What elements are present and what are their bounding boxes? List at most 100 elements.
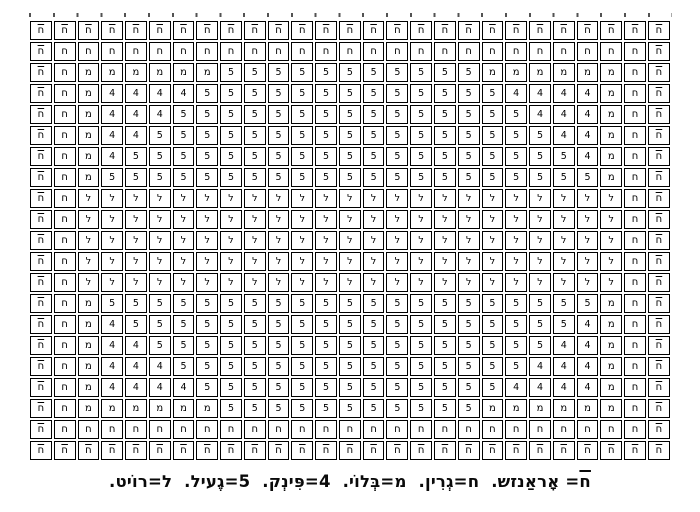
cell-symbol-het-rafe: ח bbox=[108, 444, 116, 456]
grid-cell-het-rafe: ח bbox=[647, 252, 670, 271]
cell-symbol-mem: מ bbox=[85, 171, 92, 183]
grid-cell-lamed: ל bbox=[148, 189, 171, 208]
cell-symbol-het-rafe: ח bbox=[655, 150, 663, 162]
grid-cell-digit-5: 5 bbox=[481, 105, 504, 124]
cell-symbol-lamed: ל bbox=[157, 192, 163, 204]
cell-symbol-lamed: ל bbox=[157, 276, 163, 288]
grid-cell-het: ח bbox=[53, 252, 76, 271]
grid-cell-mem: מ bbox=[77, 147, 100, 166]
cell-symbol-het-rafe: ח bbox=[203, 444, 211, 456]
grid-cell-het-rafe: ח bbox=[529, 21, 551, 40]
cell-symbol-het: ח bbox=[61, 213, 68, 225]
grid-cell-digit-5: 5 bbox=[434, 168, 456, 187]
grid-cell-het-rafe: ח bbox=[30, 441, 52, 460]
grid-cell-het: ח bbox=[53, 147, 76, 166]
grid-cell-het-rafe: ח bbox=[30, 357, 52, 376]
cell-symbol-het-rafe: ח bbox=[631, 24, 639, 36]
cell-symbol-digit-4: 4 bbox=[560, 87, 567, 99]
grid-cell-digit-5: 5 bbox=[481, 378, 504, 397]
cell-symbol-lamed: ל bbox=[465, 276, 472, 288]
grid-cell-het: ח bbox=[291, 42, 314, 61]
grid-cell-digit-5: 5 bbox=[338, 399, 361, 418]
grid-cell-digit-5: 5 bbox=[457, 315, 480, 334]
grid-cell-mem: מ bbox=[77, 63, 100, 82]
cell-symbol-mem: מ bbox=[607, 339, 615, 351]
grid-cell-digit-5: 5 bbox=[196, 84, 219, 103]
cell-symbol-digit-4: 4 bbox=[132, 87, 139, 99]
cell-symbol-digit-5: 5 bbox=[251, 66, 258, 78]
grid-cell-het-rafe: ח bbox=[220, 441, 242, 460]
grid-cell-het: ח bbox=[624, 210, 646, 229]
cell-symbol-het-rafe: ח bbox=[655, 297, 663, 309]
cell-symbol-digit-5: 5 bbox=[299, 150, 306, 162]
cell-symbol-mem: מ bbox=[489, 66, 496, 78]
grid-cell-digit-5: 5 bbox=[434, 315, 456, 334]
cell-symbol-digit-5: 5 bbox=[394, 360, 401, 372]
cell-symbol-digit-5: 5 bbox=[465, 150, 472, 162]
grid-cell-digit-5: 5 bbox=[243, 336, 266, 355]
cell-symbol-digit-4: 4 bbox=[109, 87, 116, 99]
grid-cell-het: ח bbox=[505, 420, 528, 439]
grid-cell-digit-5: 5 bbox=[362, 126, 385, 145]
cell-symbol-mem: מ bbox=[85, 381, 92, 393]
cell-symbol-digit-5: 5 bbox=[323, 381, 330, 393]
grid-cell-lamed: ל bbox=[552, 189, 575, 208]
grid-cell-digit-4: 4 bbox=[125, 357, 147, 376]
cell-symbol-digit-5: 5 bbox=[180, 108, 187, 120]
cell-symbol-het: ח bbox=[631, 423, 639, 435]
cell-symbol-digit-5: 5 bbox=[370, 381, 377, 393]
cell-symbol-mem: מ bbox=[584, 402, 591, 414]
grid-cell-digit-4: 4 bbox=[148, 84, 171, 103]
cell-symbol-digit-5: 5 bbox=[180, 129, 187, 141]
cell-symbol-digit-5: 5 bbox=[323, 318, 330, 330]
grid-cell-digit-5: 5 bbox=[291, 315, 314, 334]
grid-cell-digit-5: 5 bbox=[172, 315, 195, 334]
grid-cell-digit-5: 5 bbox=[125, 147, 147, 166]
grid-cell-het-rafe: ח bbox=[148, 441, 171, 460]
grid-cell-digit-4: 4 bbox=[552, 126, 575, 145]
cell-symbol-het-rafe: ח bbox=[655, 192, 663, 204]
grid-cell-lamed: ל bbox=[220, 189, 242, 208]
cell-symbol-het-rafe: ח bbox=[370, 444, 377, 456]
grid-cell-mem: מ bbox=[101, 399, 124, 418]
grid-cell-het-rafe: ח bbox=[30, 273, 52, 292]
grid-cell-digit-5: 5 bbox=[220, 294, 242, 313]
cell-symbol-digit-5: 5 bbox=[204, 339, 211, 351]
grid-cell-digit-4: 4 bbox=[552, 357, 575, 376]
cell-symbol-digit-5: 5 bbox=[275, 339, 282, 351]
grid-cell-het: ח bbox=[53, 399, 76, 418]
cell-symbol-lamed: ל bbox=[275, 234, 282, 246]
grid-cell-mem: מ bbox=[600, 63, 623, 82]
grid-cell-lamed: ל bbox=[505, 231, 528, 250]
cell-symbol-het-rafe: ח bbox=[655, 87, 663, 99]
grid-cell-digit-4: 4 bbox=[101, 336, 124, 355]
grid-cell-digit-5: 5 bbox=[410, 399, 433, 418]
grid-cell-lamed: ל bbox=[291, 273, 314, 292]
grid-cell-het: ח bbox=[53, 105, 76, 124]
cell-symbol-mem: מ bbox=[108, 402, 116, 414]
grid-cell-digit-5: 5 bbox=[552, 294, 575, 313]
cell-symbol-digit-5: 5 bbox=[560, 318, 567, 330]
grid-cell-het: ח bbox=[624, 252, 646, 271]
symbol-het: ח bbox=[467, 472, 480, 491]
grid-cell-het-rafe: ח bbox=[30, 420, 52, 439]
grid-cell-lamed: ל bbox=[315, 210, 337, 229]
cell-symbol-digit-5: 5 bbox=[346, 381, 353, 393]
cell-symbol-het-rafe: ח bbox=[631, 444, 639, 456]
cell-symbol-het: ח bbox=[156, 423, 163, 435]
cell-symbol-digit-5: 5 bbox=[513, 150, 520, 162]
grid-cell-het: ח bbox=[53, 231, 76, 250]
cell-symbol-het-rafe: ח bbox=[299, 24, 306, 36]
grid-cell-het: ח bbox=[624, 357, 646, 376]
grid-cell-digit-4: 4 bbox=[125, 84, 147, 103]
cell-symbol-digit-4: 4 bbox=[156, 108, 163, 120]
cell-symbol-het: ח bbox=[536, 423, 544, 435]
cell-symbol-digit-5: 5 bbox=[394, 339, 401, 351]
cell-symbol-lamed: ל bbox=[299, 276, 305, 288]
grid-cell-het-rafe: ח bbox=[172, 441, 195, 460]
grid-cell-het-rafe: ח bbox=[30, 315, 52, 334]
grid-cell-mem: מ bbox=[600, 147, 623, 166]
grid-cell-het-rafe: ח bbox=[101, 441, 124, 460]
grid-cell-digit-5: 5 bbox=[410, 147, 433, 166]
